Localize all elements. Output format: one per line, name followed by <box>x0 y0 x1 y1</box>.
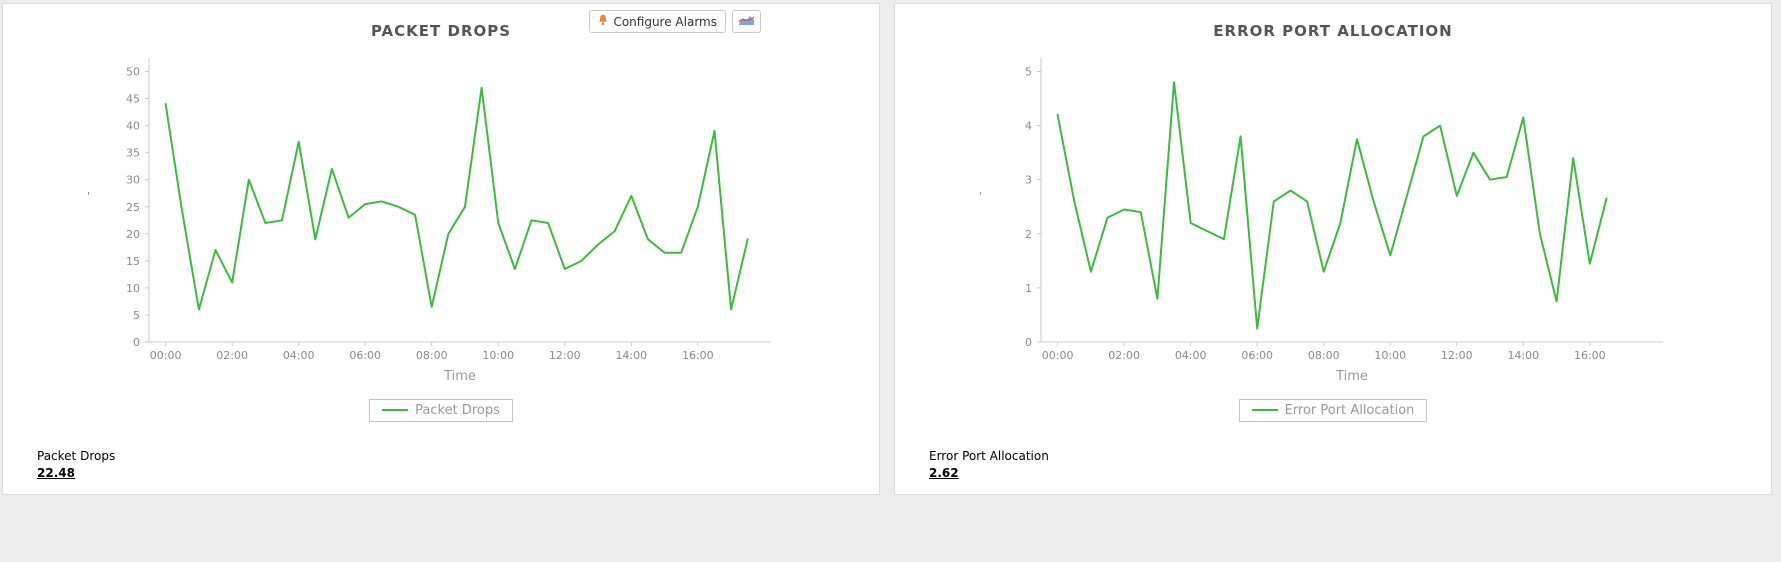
svg-text:14:00: 14:00 <box>1507 349 1539 362</box>
spacer <box>3 422 879 450</box>
svg-text:10:00: 10:00 <box>1374 349 1406 362</box>
chart-title-packet-drops: PACKET DROPS <box>370 22 512 40</box>
chart-options-button[interactable] <box>732 10 761 33</box>
svg-text:02:00: 02:00 <box>216 349 248 362</box>
chart-title-error-port-allocation: ERROR PORT ALLOCATION <box>1213 22 1453 40</box>
alarm-bell-icon <box>598 14 608 29</box>
error-port-allocation-panel: ERROR PORT ALLOCATION 0 1 2 3 4 5 00:00 02:00 04… <box>894 3 1772 495</box>
metric-label: Packet Drops <box>37 449 116 463</box>
svg-text:2: 2 <box>1025 228 1032 241</box>
svg-text:45: 45 <box>126 93 140 106</box>
svg-text:15: 15 <box>126 255 140 268</box>
svg-text:10: 10 <box>126 282 140 295</box>
svg-text:5: 5 <box>1025 66 1032 79</box>
legend-label: Error Port Allocation <box>1284 402 1415 418</box>
svg-text:14:00: 14:00 <box>615 349 647 362</box>
svg-text:1: 1 <box>1025 282 1032 295</box>
spacer <box>895 422 1771 450</box>
error-port-allocation-chart[interactable]: 0 1 2 3 4 5 00:00 02:00 04:00 06:00 08:00 10:00 12:0… <box>961 42 1705 394</box>
svg-text:20: 20 <box>126 228 140 241</box>
panel-toolbar: Configure Alarms <box>589 10 761 33</box>
svg-text:10:00: 10:00 <box>482 349 514 362</box>
svg-text:40: 40 <box>126 120 140 133</box>
svg-text:4: 4 <box>1025 120 1032 133</box>
svg-text:0: 0 <box>133 336 140 349</box>
svg-text:25: 25 <box>126 201 140 214</box>
packet-drops-chart[interactable]: 0 5 10 15 20 25 30 35 40 45 50 00:00 02:00 04:00 06:00… <box>69 42 813 394</box>
svg-text:00:00: 00:00 <box>1042 349 1074 362</box>
svg-text:12:00: 12:00 <box>1441 349 1473 362</box>
packet-drops-panel: Configure Alarms PACKET DROPS 0 5 10 15 20 25… <box>2 3 880 495</box>
svg-text:08:00: 08:00 <box>416 349 448 362</box>
svg-text:3: 3 <box>1025 174 1032 187</box>
panel-footer: Error Port Allocation 2.62 <box>895 449 1771 494</box>
svg-text:50: 50 <box>126 66 140 79</box>
legend-row: Error Port Allocation <box>895 396 1771 422</box>
legend-row: Packet Drops <box>3 396 879 422</box>
metric-label: Error Port Allocation <box>929 449 1049 463</box>
panel-footer: Packet Drops 22.48 <box>3 449 879 494</box>
svg-text:': ' <box>979 190 982 203</box>
svg-text:08:00: 08:00 <box>1308 349 1340 362</box>
svg-text:Time: Time <box>1335 369 1368 384</box>
configure-alarms-button[interactable]: Configure Alarms <box>589 10 726 33</box>
svg-text:06:00: 06:00 <box>349 349 381 362</box>
chart-icon <box>738 14 755 29</box>
metric-value-link[interactable]: 22.48 <box>37 466 75 480</box>
svg-text:': ' <box>87 190 90 203</box>
legend-packet-drops[interactable]: Packet Drops <box>369 398 513 422</box>
svg-text:Time: Time <box>443 369 476 384</box>
legend-line-swatch <box>382 409 409 411</box>
legend-error-port-allocation[interactable]: Error Port Allocation <box>1238 398 1428 422</box>
svg-text:16:00: 16:00 <box>682 349 714 362</box>
svg-text:0: 0 <box>1025 336 1032 349</box>
svg-text:5: 5 <box>133 309 140 322</box>
svg-text:30: 30 <box>126 174 140 187</box>
legend-line-swatch <box>1251 409 1278 411</box>
svg-text:02:00: 02:00 <box>1108 349 1140 362</box>
svg-text:12:00: 12:00 <box>549 349 581 362</box>
svg-text:04:00: 04:00 <box>283 349 315 362</box>
svg-text:35: 35 <box>126 147 140 160</box>
svg-text:16:00: 16:00 <box>1574 349 1606 362</box>
svg-text:06:00: 06:00 <box>1241 349 1273 362</box>
svg-text:00:00: 00:00 <box>150 349 182 362</box>
configure-alarms-label: Configure Alarms <box>613 14 717 29</box>
svg-text:04:00: 04:00 <box>1175 349 1207 362</box>
legend-label: Packet Drops <box>415 402 500 418</box>
metric-value-link[interactable]: 2.62 <box>929 466 959 480</box>
